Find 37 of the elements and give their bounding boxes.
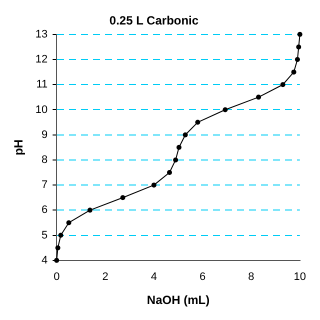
point bbox=[87, 208, 92, 213]
y-tick-label: 13 bbox=[35, 28, 48, 40]
chart-title: 0.25 L Carbonic bbox=[109, 14, 199, 28]
point bbox=[66, 220, 72, 226]
point bbox=[294, 57, 300, 62]
point bbox=[120, 195, 126, 200]
y-tick-label: 11 bbox=[36, 78, 48, 91]
point bbox=[195, 120, 200, 125]
y-tick-label: 8 bbox=[42, 154, 48, 166]
point bbox=[151, 182, 156, 188]
x-tick-label: 8 bbox=[248, 271, 254, 284]
point bbox=[222, 107, 228, 112]
y-tick-label: 7 bbox=[42, 179, 48, 192]
point bbox=[256, 94, 262, 100]
y-tick-label: 9 bbox=[42, 128, 48, 141]
x-tick-label: 0 bbox=[54, 271, 60, 284]
point bbox=[280, 82, 286, 88]
point bbox=[297, 32, 302, 37]
x-tick-label: 2 bbox=[102, 271, 108, 284]
point bbox=[176, 144, 182, 150]
x-axis-title: NaOH (mL) bbox=[146, 293, 210, 308]
x-tick-label: 4 bbox=[150, 271, 157, 284]
point bbox=[58, 232, 64, 238]
point bbox=[55, 245, 60, 250]
y-tick-label: 5 bbox=[42, 229, 48, 242]
point bbox=[173, 157, 178, 162]
point bbox=[182, 132, 188, 138]
x-tick-label: 10 bbox=[294, 271, 306, 284]
x-tick-label: 6 bbox=[200, 271, 206, 284]
y-tick-label: 10 bbox=[35, 104, 48, 116]
point bbox=[296, 44, 302, 50]
y-tick-label: 6 bbox=[42, 204, 48, 216]
y-tick-label: 4 bbox=[42, 254, 48, 266]
point bbox=[167, 170, 172, 176]
y-tick-label: 12 bbox=[35, 54, 48, 66]
y-axis-title: pH bbox=[12, 139, 26, 156]
point bbox=[291, 70, 296, 75]
